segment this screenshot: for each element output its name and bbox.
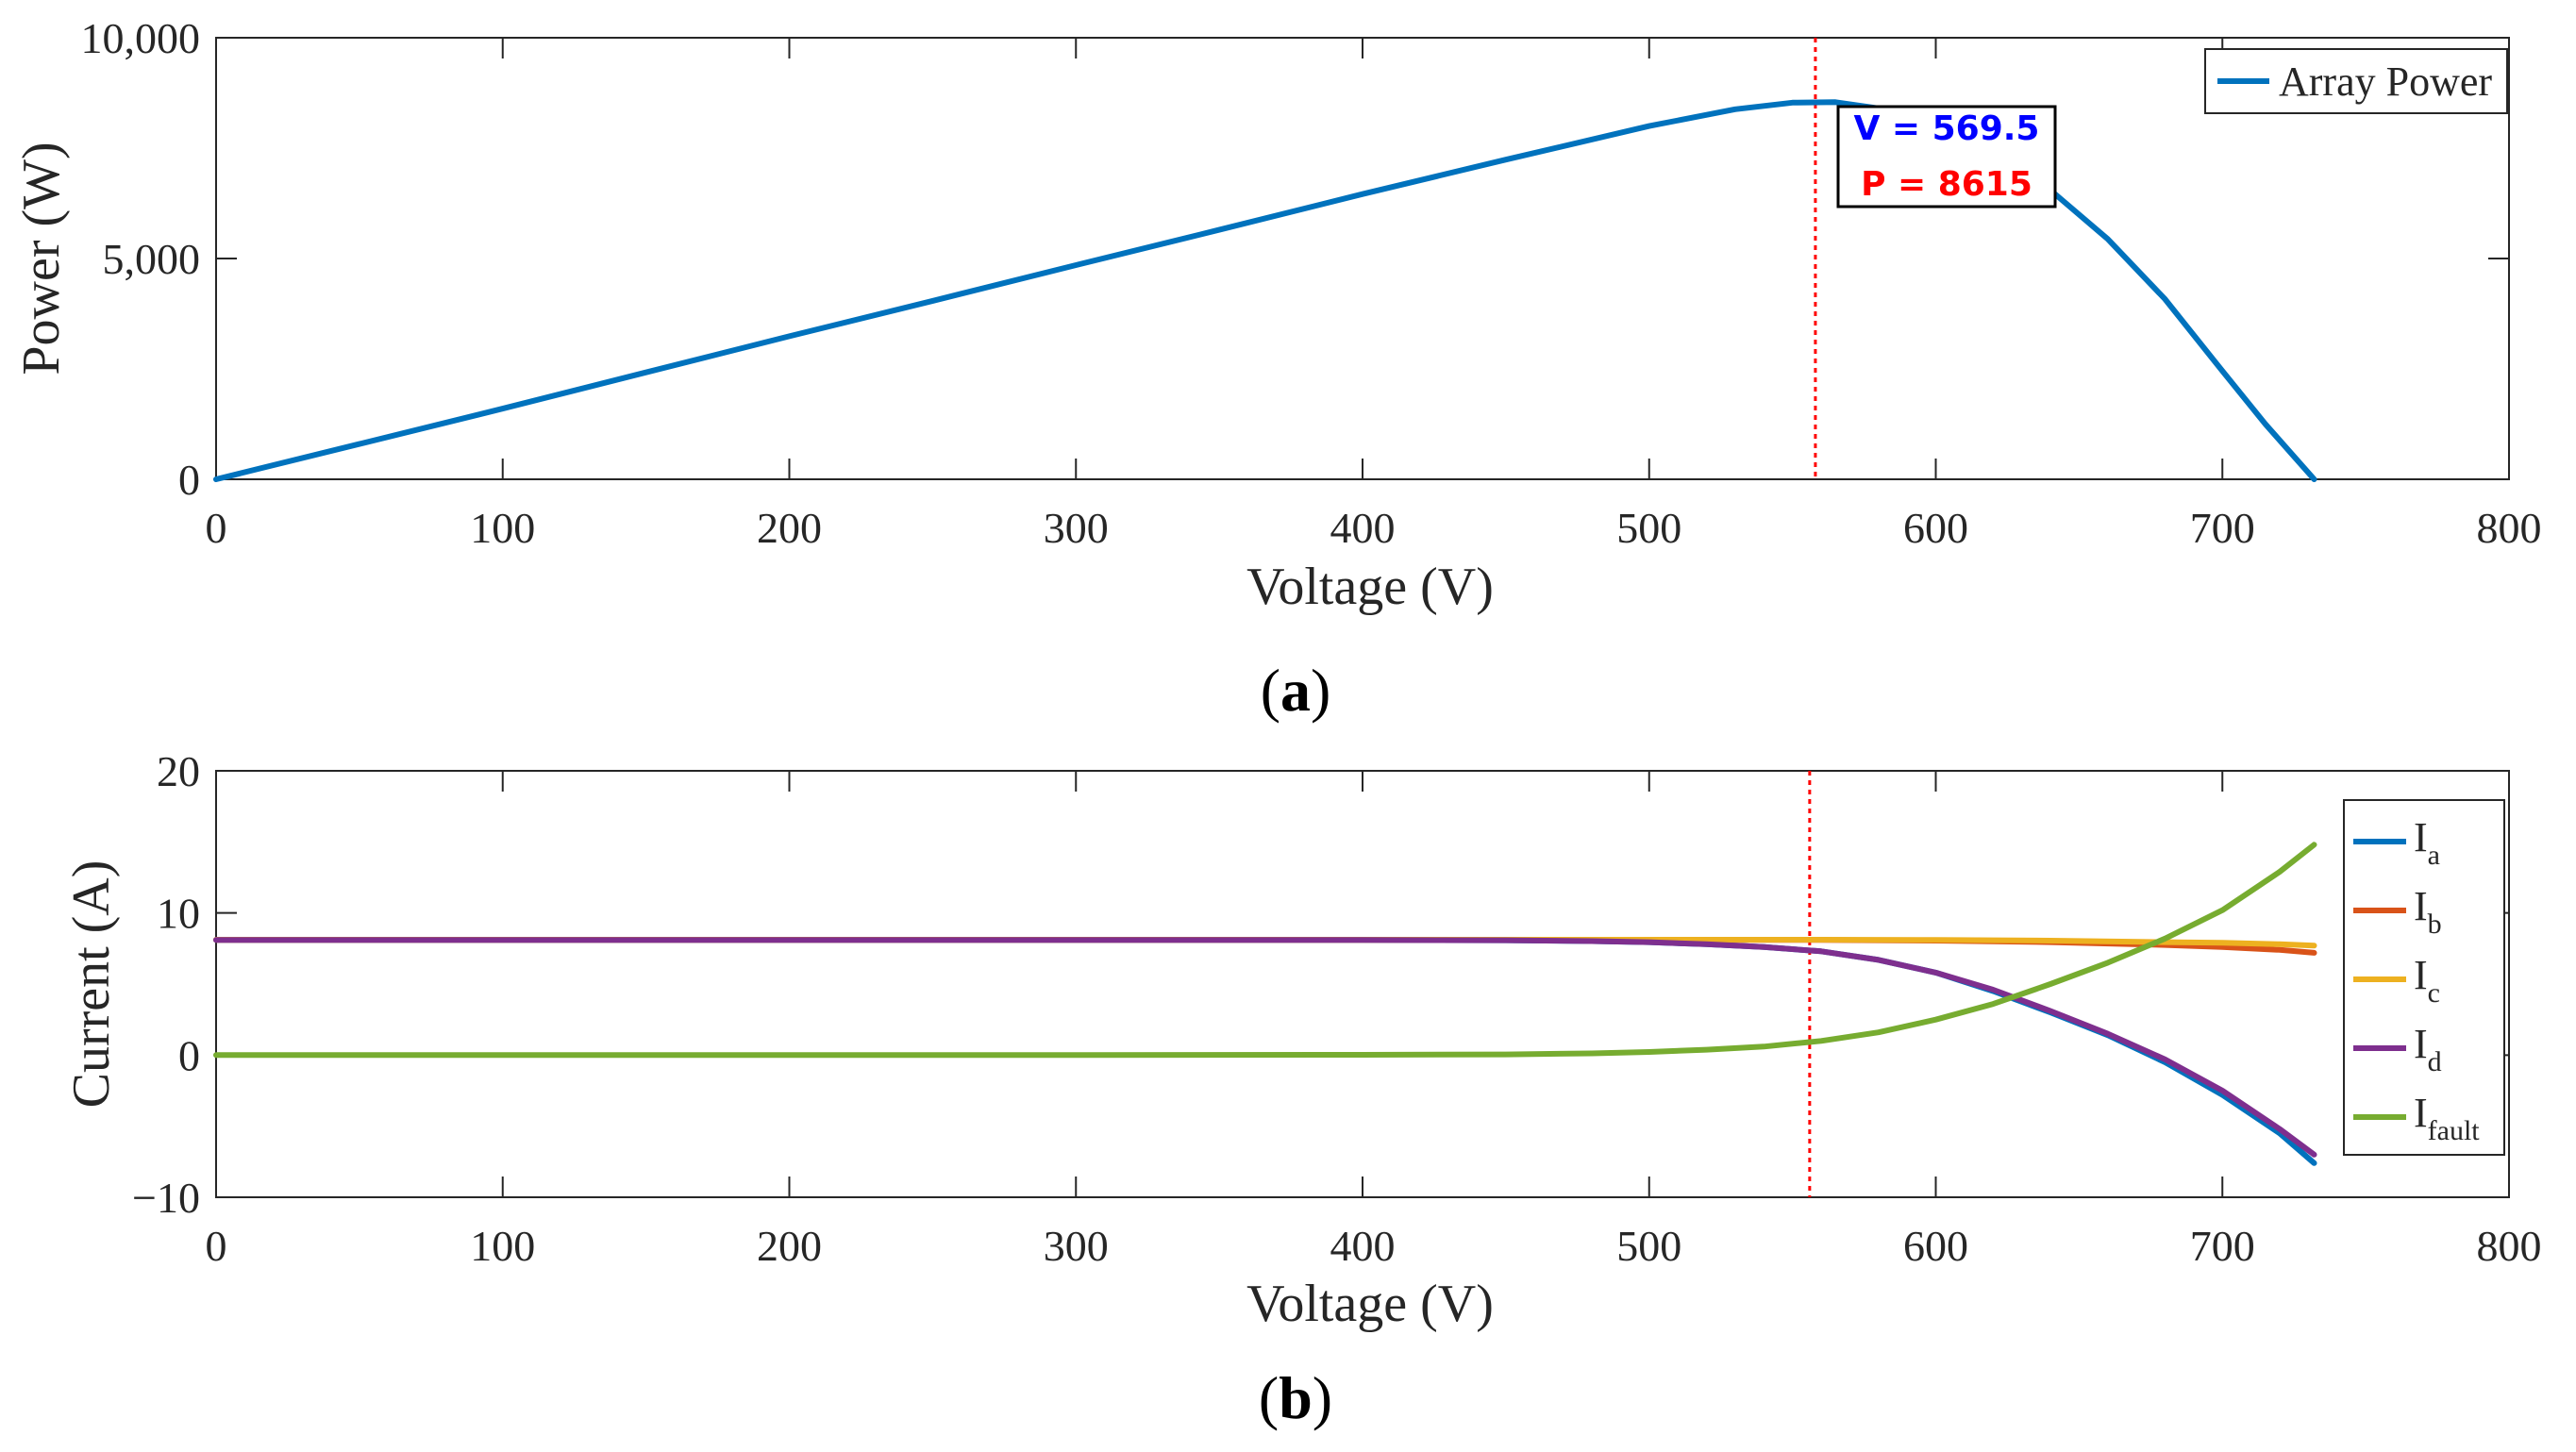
x-tick-label: 800 xyxy=(2477,504,2542,552)
x-tick-label: 700 xyxy=(2190,1222,2255,1270)
series-line-array-power xyxy=(213,99,2317,482)
x-tick-label: 700 xyxy=(2190,504,2255,552)
series-group-b xyxy=(213,842,2317,1166)
legend-b: Ia Ib Ic Id Ifault xyxy=(2343,799,2505,1156)
x-ticks-a: 0 100 200 300 400 500 600 700 800 xyxy=(206,38,2542,552)
datatip-voltage: V = 569.5 xyxy=(1854,109,2040,148)
x-tick-label: 600 xyxy=(1903,504,1968,552)
x-tick-label: 500 xyxy=(1616,1222,1681,1270)
legend-label-i-d: Id xyxy=(2414,1021,2442,1077)
legend-label-i-a: Ia xyxy=(2414,814,2440,871)
legend-label-i-b: Ib xyxy=(2414,883,2442,940)
plot-area-a xyxy=(215,37,2510,480)
y-tick-label: 5,000 xyxy=(103,235,201,283)
x-tick-label: 200 xyxy=(757,1222,822,1270)
plot-area-b xyxy=(215,770,2510,1198)
legend-label-i-c: Ic xyxy=(2414,952,2440,1009)
legend-label-array-power: Array Power xyxy=(2279,58,2492,105)
x-tick-label: 300 xyxy=(1044,504,1109,552)
datatip: V = 569.5 P = 8615 xyxy=(1836,105,2057,209)
y-tick-label: 20 xyxy=(157,747,200,795)
legend-label-i-fault: Ifault xyxy=(2414,1090,2480,1146)
y-tick-label: −10 xyxy=(132,1174,200,1222)
x-ticks-b: 0 100 200 300 400 500 600 700 800 xyxy=(206,771,2542,1270)
y-axis-label-a: Power (W) xyxy=(12,142,71,375)
chart-panel-a: 0 100 200 300 400 500 600 700 800 0 5,000 10,000 V… xyxy=(12,14,2542,724)
y-tick-label: 0 xyxy=(178,456,200,504)
datatip-box xyxy=(1836,105,2057,209)
x-tick-label: 100 xyxy=(470,1222,535,1270)
x-tick-label: 400 xyxy=(1330,504,1396,552)
series-group-a xyxy=(213,99,2317,482)
x-tick-label: 0 xyxy=(206,504,227,552)
x-tick-label: 800 xyxy=(2477,1222,2542,1270)
y-tick-label: 10,000 xyxy=(81,14,201,62)
y-tick-label: 10 xyxy=(157,890,200,938)
x-tick-label: 100 xyxy=(470,504,535,552)
x-tick-label: 500 xyxy=(1616,504,1681,552)
datatip-power: P = 8615 xyxy=(1861,165,2032,204)
x-axis-label-a: Voltage (V) xyxy=(1246,558,1494,616)
x-tick-label: 400 xyxy=(1330,1222,1396,1270)
x-tick-label: 0 xyxy=(206,1222,227,1270)
series-line-i-d xyxy=(213,937,2317,1158)
panel-label-b: (b) xyxy=(1259,1364,1332,1431)
panel-label-a: (a) xyxy=(1261,657,1331,724)
y-tick-label: 0 xyxy=(178,1031,200,1079)
x-tick-label: 200 xyxy=(757,504,822,552)
x-tick-label: 600 xyxy=(1903,1222,1968,1270)
legend-a: Array Power xyxy=(2204,48,2508,114)
x-tick-label: 300 xyxy=(1044,1222,1109,1270)
y-ticks-a: 0 5,000 10,000 xyxy=(81,14,2509,504)
series-line-i-fault xyxy=(213,842,2317,1059)
y-axis-label-b: Current (A) xyxy=(62,860,121,1109)
x-axis-label-b: Voltage (V) xyxy=(1246,1275,1494,1333)
